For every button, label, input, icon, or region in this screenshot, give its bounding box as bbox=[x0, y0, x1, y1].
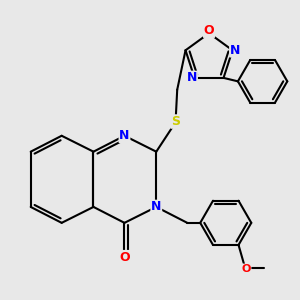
Text: N: N bbox=[187, 71, 197, 84]
Text: N: N bbox=[230, 44, 240, 57]
Text: O: O bbox=[242, 264, 251, 274]
Text: N: N bbox=[119, 129, 130, 142]
Text: O: O bbox=[119, 251, 130, 264]
Text: S: S bbox=[171, 115, 180, 128]
Text: O: O bbox=[204, 24, 214, 37]
Text: N: N bbox=[151, 200, 161, 213]
